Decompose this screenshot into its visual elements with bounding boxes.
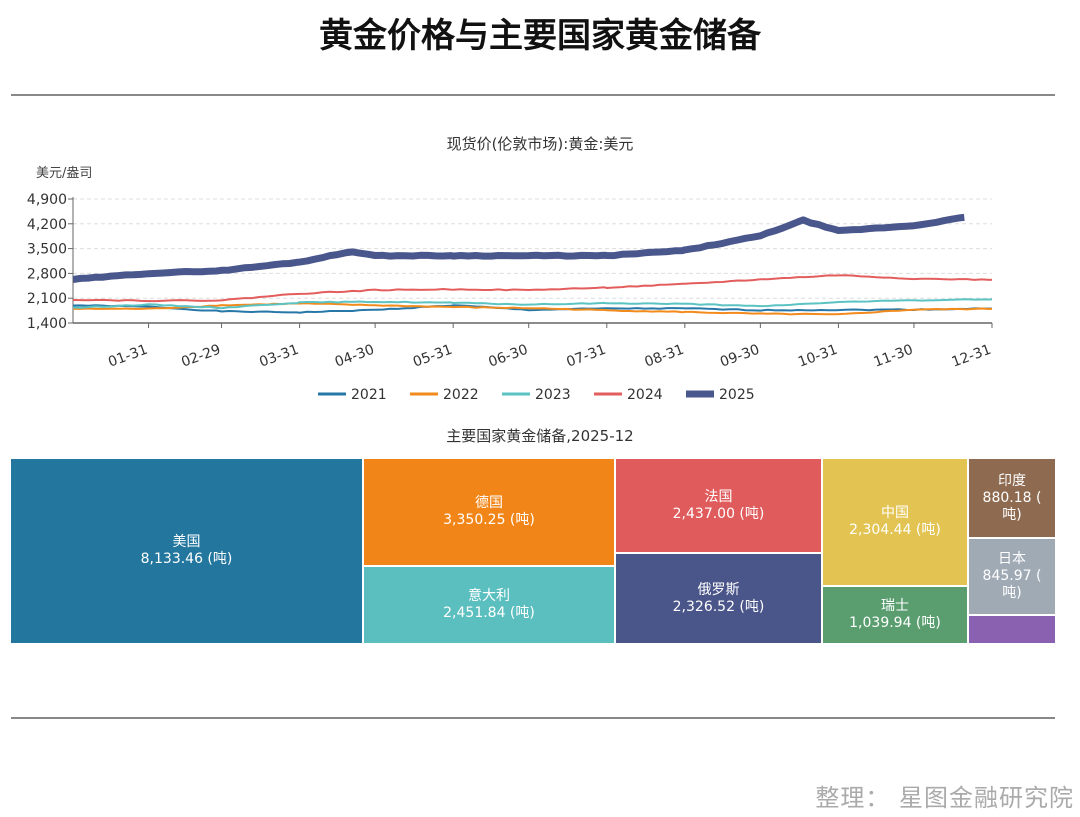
legend-label-2023: 2023 <box>535 387 571 403</box>
series-line-2024 <box>72 274 993 303</box>
cell-value: 2,437.00 (吨) <box>672 505 765 522</box>
line-chart: 美元/盎司 1,400 2,100 2,800 3,500 4,200 4,900 01-31… <box>27 166 994 403</box>
bottom-divider <box>11 717 1055 719</box>
treemap-cell[interactable]: 中国 2,304.44 (吨) <box>823 459 967 585</box>
series-line-2022 <box>72 302 993 316</box>
source-note: 整理： 星图金融研究院 <box>815 784 1074 812</box>
cell-value: 845.97 ( 吨) <box>982 568 1042 601</box>
treemap-cell[interactable]: 俄罗斯 2,326.52 (吨) <box>616 554 821 643</box>
x-tick-label: 01-31 <box>106 342 150 371</box>
cell-value: 880.18 ( 吨) <box>982 489 1042 523</box>
y-tick-label: 4,200 <box>27 217 67 233</box>
legend-label-2021: 2021 <box>351 387 387 403</box>
y-axis-label: 美元/盎司 <box>36 166 92 181</box>
treemap-cell[interactable]: 日本 845.97 ( 吨) <box>969 539 1055 614</box>
x-tick-label: 03-31 <box>257 342 301 371</box>
y-tick-label: 2,100 <box>27 291 67 307</box>
treemap-cell[interactable]: 德国 3,350.25 (吨) <box>364 459 614 565</box>
cell-country: 中国 <box>881 505 909 521</box>
cell-value: 2,304.44 (吨) <box>849 522 941 538</box>
x-tick-label: 11-30 <box>872 342 916 371</box>
x-tick-label: 09-30 <box>718 342 762 371</box>
cell-value: 2,451.84 (吨) <box>443 605 535 621</box>
treemap-title: 主要国家黄金储备,2025-12 <box>446 427 634 445</box>
page-title: 黄金价格与主要国家黄金储备 <box>319 16 761 56</box>
cell-value: 8,133.46 (吨) <box>140 551 233 567</box>
cell-value: 2,326.52 (吨) <box>672 598 765 615</box>
cell-country: 德国 <box>475 495 503 511</box>
treemap-cell[interactable]: 美国 8,133.46 (吨) <box>11 459 362 643</box>
top-divider <box>11 94 1055 96</box>
cell-country: 瑞士 <box>881 598 909 614</box>
y-tick-label: 2,800 <box>27 266 67 282</box>
x-tick-label: 06-30 <box>486 342 530 371</box>
y-tick-label: 4,900 <box>27 192 67 208</box>
legend-label-2024: 2024 <box>627 387 663 403</box>
series-line-2021 <box>72 304 993 314</box>
treemap-cell[interactable]: 印度 880.18 ( 吨) <box>969 459 1055 537</box>
treemap-cell[interactable] <box>969 616 1055 643</box>
x-tick-label: 05-31 <box>411 342 455 371</box>
cell-country: 美国 <box>172 534 201 550</box>
cell-value: 1,039.94 (吨) <box>849 615 941 631</box>
series-line-2025 <box>72 213 965 283</box>
cell-country: 印度 <box>998 472 1026 489</box>
y-tick-label: 1,400 <box>27 316 67 332</box>
legend-label-2022: 2022 <box>443 387 479 403</box>
treemap-cell[interactable]: 法国 2,437.00 (吨) <box>616 459 821 552</box>
y-tick-label: 3,500 <box>27 242 67 258</box>
legend-label-2025: 2025 <box>719 387 755 403</box>
treemap-cell[interactable]: 意大利 2,451.84 (吨) <box>364 567 614 643</box>
x-tick-label: 10-31 <box>796 342 840 371</box>
line-chart-title: 现货价(伦敦市场):黄金:美元 <box>446 135 634 153</box>
x-tick-label: 08-31 <box>642 342 686 371</box>
x-tick-label: 04-30 <box>333 342 377 371</box>
cell-country: 法国 <box>704 488 733 505</box>
x-tick-label: 12-31 <box>950 342 994 371</box>
treemap-cell[interactable]: 瑞士 1,039.94 (吨) <box>823 587 967 643</box>
x-tick-label: 02-29 <box>179 342 223 371</box>
cell-country: 日本 <box>998 551 1026 567</box>
cell-country: 意大利 <box>468 588 510 604</box>
series-line-2023 <box>72 298 993 310</box>
cell-value: 3,350.25 (吨) <box>443 512 535 528</box>
cell-country: 俄罗斯 <box>697 581 740 598</box>
x-tick-label: 07-31 <box>564 342 608 371</box>
